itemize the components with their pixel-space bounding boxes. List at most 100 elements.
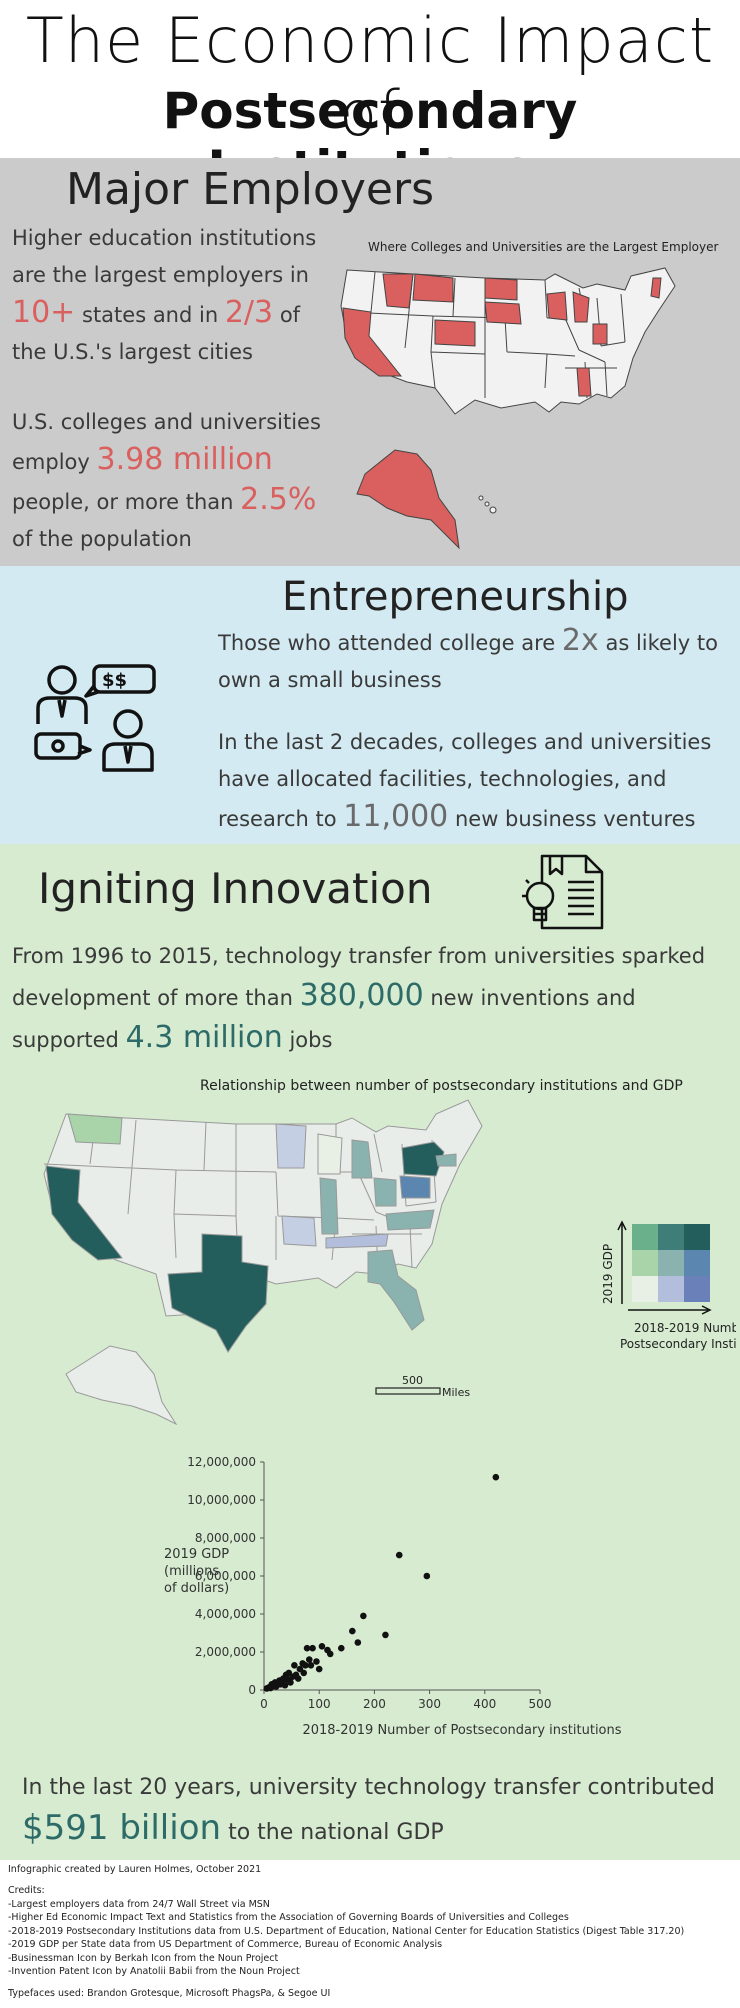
scatter-point	[423, 1572, 431, 1580]
stat-employees: 3.98 million	[96, 442, 273, 477]
bivariate-legend: 2019 GDP 2018-2019 Number of Postseconda…	[601, 1220, 736, 1351]
innovation-text: jobs	[289, 1028, 333, 1052]
employers-text: of the population	[12, 527, 192, 551]
header: The Economic Impact of Postsecondary Ins…	[0, 0, 740, 198]
scatter-point	[315, 1665, 323, 1673]
footer: Infographic created by Lauren Holmes, Oc…	[0, 1860, 740, 2008]
employers-text: U.S. colleges and universities employ	[12, 410, 321, 474]
entrepreneurship-section: Entrepreneurship Those who attended coll…	[0, 566, 740, 844]
scatter-point	[294, 1675, 302, 1682]
scatter-point	[354, 1639, 362, 1646]
innovation-text: new inventions and supported	[12, 986, 636, 1052]
stat-states: 10+	[12, 295, 76, 330]
entrepreneurship-paragraph-2: In the last 2 decades, colleges and univ…	[218, 724, 738, 838]
page-title-line1: The Economic Impact of	[25, 4, 715, 150]
stat-population-percent: 2.5%	[240, 482, 317, 517]
typefaces-note: Typefaces used: Brandon Grotesque, Micro…	[8, 1988, 331, 1999]
stat-gdp-contribution: $591 billion	[22, 1808, 222, 1848]
x-tick-label: 100	[308, 1697, 331, 1711]
svg-text:Postsecondary Institutions: Postsecondary Institutions	[620, 1337, 736, 1351]
credit-author: Infographic created by Lauren Holmes, Oc…	[8, 1864, 262, 1875]
scatter-point	[281, 1681, 289, 1689]
map-scale-bar: 500 Miles	[375, 1374, 470, 1399]
y-tick-label: 10,000,000	[187, 1493, 256, 1507]
entrepreneurship-text: as likely to own a small business	[218, 631, 718, 692]
credit-line: -2018-2019 Postsecondary Institutions da…	[8, 1925, 685, 1937]
innovation-closing: In the last 20 years, university technol…	[22, 1768, 722, 1853]
scatter-point	[307, 1662, 315, 1669]
scatter-point	[302, 1662, 309, 1669]
closing-text: In the last 20 years, university technol…	[22, 1775, 715, 1800]
scatter-point	[349, 1627, 356, 1635]
closing-text: to the national GDP	[228, 1820, 444, 1845]
y-tick-label: 6,000,000	[195, 1569, 256, 1583]
x-tick-label: 200	[363, 1697, 386, 1711]
stat-inventions: 380,000	[299, 978, 424, 1013]
credit-line: -Largest employers data from 24/7 Wall S…	[8, 1898, 270, 1910]
x-tick-label: 400	[473, 1697, 496, 1711]
credit-line: -2019 GDP per State data from US Departm…	[8, 1939, 443, 1950]
y-tick-label: 2,000,000	[195, 1645, 256, 1659]
scatter-point	[309, 1644, 316, 1652]
entrepreneurship-text: In the last 2 decades, colleges and univ…	[218, 730, 712, 831]
employers-text: of the U.S.'s largest cities	[12, 303, 301, 364]
scatter-point	[382, 1631, 389, 1639]
credit-line: -Higher Ed Economic Impact Text and Stat…	[8, 1912, 569, 1923]
x-axis-label: 2018-2019 Number of Postsecondary instit…	[302, 1723, 621, 1738]
scatter-point	[303, 1644, 311, 1652]
credit-line: -Invention Patent Icon by Anatolii Babii…	[8, 1966, 300, 1977]
scatter-point	[305, 1656, 313, 1663]
scatter-point	[395, 1551, 403, 1559]
stat-small-business: 2x	[561, 623, 599, 658]
section-title-entrepreneurship: Entrepreneurship	[282, 574, 629, 620]
gdp-scatter-chart: 0 100 200 300 400 500 0 2,000,000 4,000,000 6,000…	[164, 1455, 622, 1738]
svg-text:2018-2019 Number of: 2018-2019 Number of	[634, 1321, 736, 1335]
employers-map-title: Where Colleges and Universities are the …	[368, 240, 719, 254]
employers-paragraph-2: U.S. colleges and universities employ 3.…	[12, 404, 342, 558]
credit-line: -Businessman Icon by Berkah Icon from th…	[8, 1952, 279, 1964]
credits-list: Credits: -Largest employers data from 24…	[8, 1884, 684, 1979]
scatter-point	[318, 1643, 326, 1650]
us-employers-map	[340, 267, 676, 550]
us-gdp-bivariate-map: 2019 GDP 2018-2019 Number of Postseconda…	[43, 1099, 736, 1426]
entrepreneurship-text: Those who attended college are	[218, 631, 556, 655]
stat-cities: 2/3	[224, 295, 274, 330]
employers-text: people, or more than	[12, 490, 234, 514]
credit-line: Credits:	[8, 1885, 45, 1896]
dollar-sign-text: $$	[102, 670, 127, 691]
y-tick-label: 0	[248, 1683, 256, 1697]
businessman-icon: $$	[34, 664, 156, 772]
section-title-innovation: Igniting Innovation	[38, 864, 433, 913]
stat-jobs: 4.3 million	[125, 1020, 283, 1055]
svg-text:Miles: Miles	[442, 1386, 470, 1399]
x-tick-label: 500	[529, 1697, 552, 1711]
y-tick-label: 4,000,000	[195, 1607, 256, 1621]
stat-ventures: 11,000	[343, 799, 449, 834]
svg-text:2019 GDP: 2019 GDP	[601, 1244, 615, 1304]
scatter-point	[360, 1612, 367, 1620]
section-title-employers: Major Employers	[66, 164, 435, 215]
svg-text:500: 500	[402, 1374, 423, 1387]
scatter-point	[492, 1473, 500, 1481]
scatter-point	[300, 1669, 308, 1677]
y-tick-label: 12,000,000	[187, 1455, 256, 1469]
x-tick-label: 300	[418, 1697, 441, 1711]
y-tick-label: 8,000,000	[195, 1531, 256, 1545]
invention-patent-icon	[522, 854, 604, 930]
scatter-point	[326, 1650, 334, 1658]
entrepreneurship-text: new business ventures	[454, 807, 696, 831]
innovation-section: Igniting Innovation From 1996 to 2015, t…	[0, 844, 740, 1860]
employers-text: states and in	[82, 303, 219, 327]
scatter-point	[287, 1679, 294, 1686]
scatter-point	[313, 1658, 320, 1665]
scatter-point	[337, 1644, 345, 1652]
y-axis-label: 2019 GDP (millions of dollars)	[164, 1547, 229, 1596]
entrepreneurship-paragraph-1: Those who attended college are 2x as lik…	[218, 622, 728, 699]
x-tick-label: 0	[260, 1697, 268, 1711]
gdp-map-title: Relationship between number of postsecon…	[200, 1078, 683, 1094]
employers-text: Higher education institutions are the la…	[12, 226, 317, 287]
innovation-paragraph: From 1996 to 2015, technology transfer f…	[12, 936, 737, 1060]
employers-paragraph-1: Higher education institutions are the la…	[12, 220, 332, 371]
scatter-point	[291, 1662, 298, 1669]
innovation-text: From 1996 to 2015, technology transfer f…	[12, 944, 706, 1010]
